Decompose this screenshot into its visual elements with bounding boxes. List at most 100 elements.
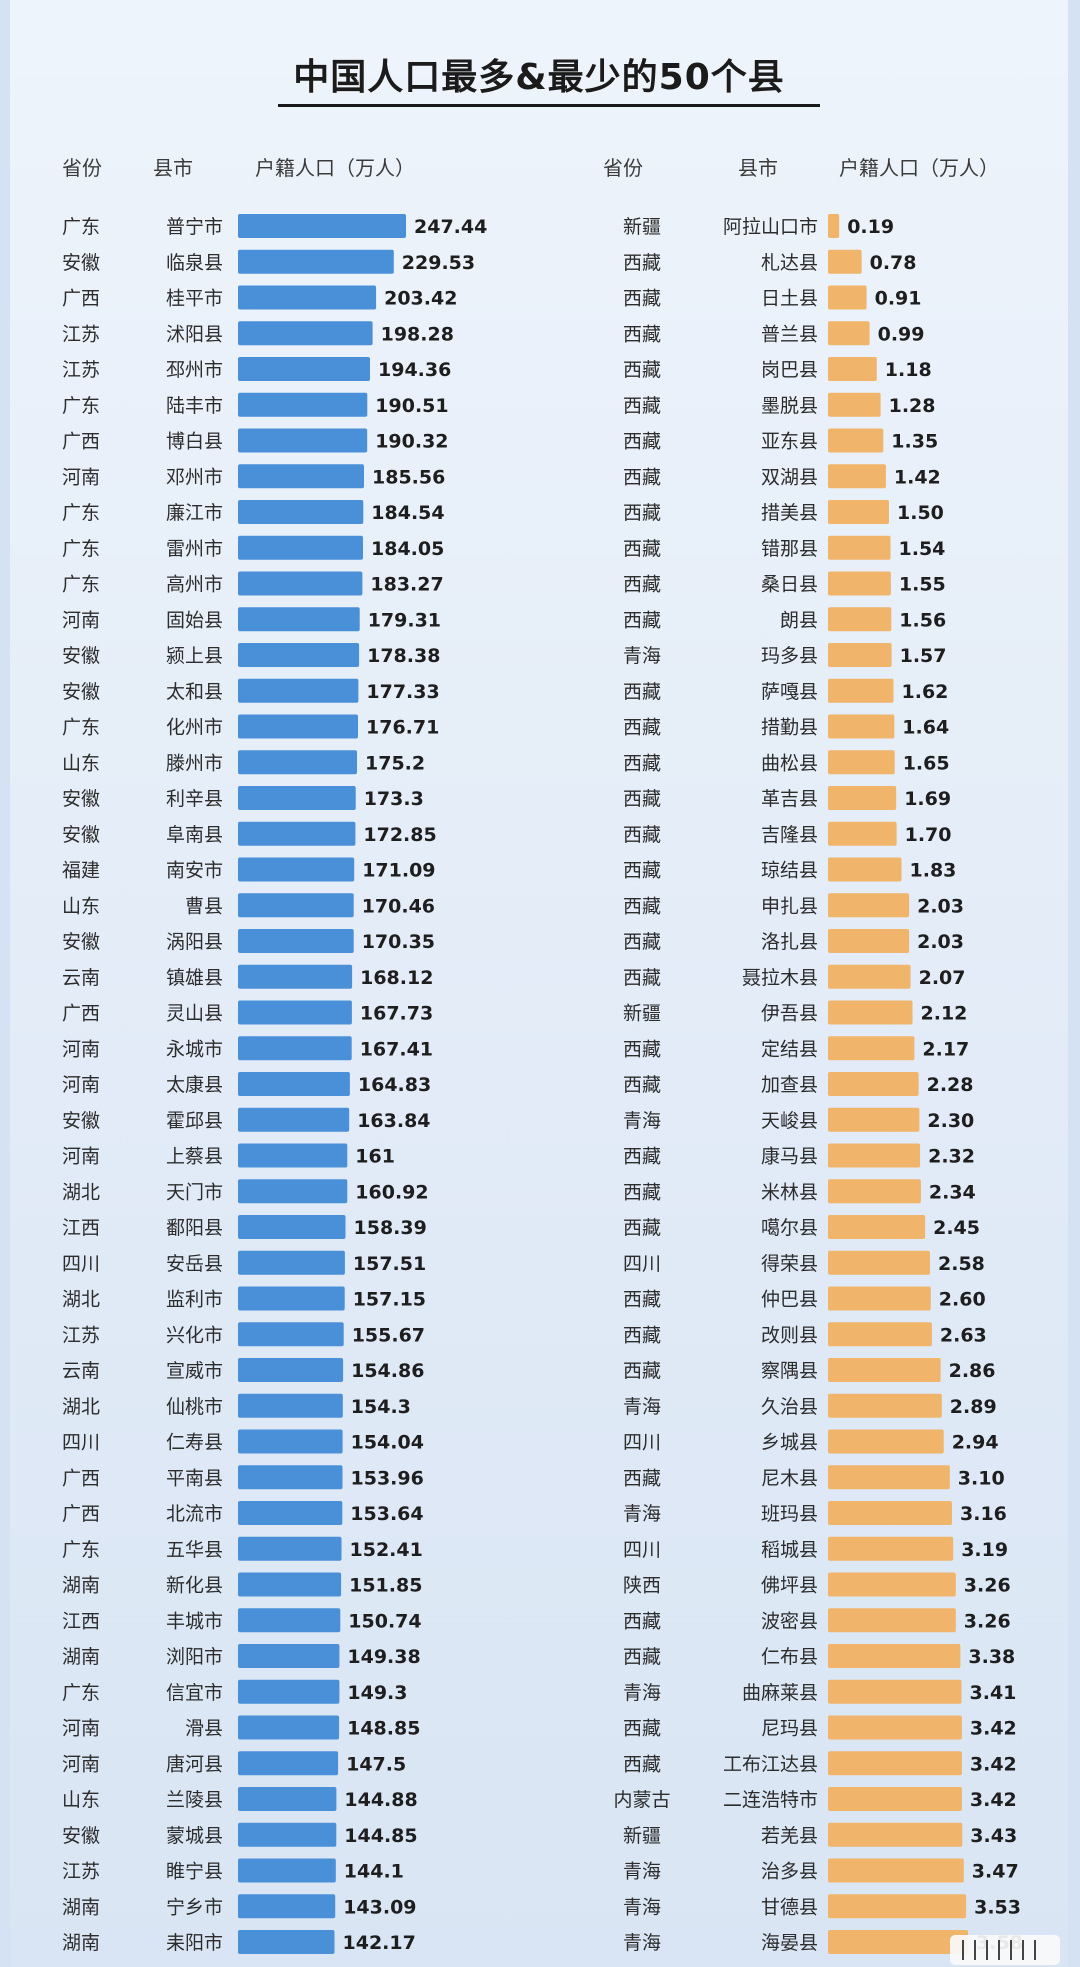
right_table-province-label: 西藏	[623, 323, 661, 345]
right_table-county-label: 得荣县	[761, 1253, 818, 1275]
right_table-county-label: 治多县	[761, 1861, 818, 1883]
left_table-province-label: 湖北	[62, 1289, 100, 1311]
right-header-province: 省份	[603, 156, 643, 180]
left_table-county-label: 普宁市	[166, 216, 223, 238]
left_table-value-label: 183.27	[370, 574, 443, 596]
right_table-province-label: 西藏	[623, 538, 661, 560]
left_table-county-label: 镇雄县	[166, 967, 223, 989]
right_table-province-label: 西藏	[623, 1753, 661, 1775]
right_table-county-label: 天峻县	[761, 1110, 818, 1132]
right_table-bar	[828, 1143, 921, 1168]
left_table-county-label: 永城市	[166, 1038, 223, 1060]
right_table-county-label: 日土县	[761, 288, 818, 310]
left_table-value-label: 153.64	[350, 1503, 423, 1525]
left_table-value-label: 229.53	[402, 252, 475, 274]
right_table-bar	[828, 1465, 950, 1490]
left_table-bar	[238, 464, 364, 489]
right_table-province-label: 西藏	[623, 1718, 661, 1740]
left_table-value-label: 150.74	[348, 1610, 421, 1632]
left_table-province-label: 广西	[62, 1503, 100, 1525]
right_table-value-label: 1.57	[900, 645, 947, 667]
right_table-value-label: 0.78	[870, 252, 917, 274]
left_table-county-label: 兰陵县	[166, 1789, 223, 1811]
right_table-province-label: 青海	[623, 1110, 661, 1132]
right_table-bar	[828, 249, 862, 274]
right_table-province-label: 青海	[623, 1503, 661, 1525]
left_table-value-label: 157.15	[353, 1289, 426, 1311]
right_table-province-label: 西藏	[623, 895, 661, 917]
right_table-county-label: 班玛县	[761, 1503, 818, 1525]
right_table-value-label: 0.99	[878, 323, 925, 345]
right_table-bar	[828, 1536, 954, 1561]
left_table-value-label: 167.41	[360, 1038, 433, 1060]
right_table-province-label: 西藏	[623, 824, 661, 846]
right_table-bar	[828, 857, 902, 882]
left_table-value-label: 161	[355, 1146, 395, 1168]
right_table-county-label: 二连浩特市	[723, 1789, 818, 1811]
right_table-county-label: 仁布县	[761, 1646, 818, 1668]
left_table-bar	[238, 1465, 343, 1490]
right_table-province-label: 青海	[623, 1896, 661, 1918]
left_table-bar	[238, 714, 358, 739]
left_table-value-label: 164.83	[358, 1074, 431, 1096]
left_table-county-label: 宁乡市	[166, 1896, 223, 1918]
right_table-value-label: 1.70	[905, 824, 952, 846]
right_table-province-label: 新疆	[623, 1825, 661, 1847]
left_table-province-label: 四川	[62, 1432, 100, 1454]
left_table-value-label: 147.5	[346, 1753, 406, 1775]
right_table-bar	[828, 1894, 967, 1919]
right_table-value-label: 1.55	[899, 574, 946, 596]
right_table-county-label: 阿拉山口市	[723, 216, 818, 238]
right_table-bar	[828, 1072, 919, 1096]
left_table-value-label: 185.56	[372, 466, 445, 488]
left_table-bar	[238, 1143, 348, 1168]
left_table-province-label: 湖南	[62, 1646, 100, 1668]
left_table-bar	[238, 1429, 343, 1454]
right_table-value-label: 0.91	[875, 288, 922, 310]
right_table-county-label: 佛坪县	[761, 1575, 818, 1597]
left_table-province-label: 广西	[62, 288, 100, 310]
left_table-province-label: 湖南	[62, 1932, 100, 1954]
left_table-county-label: 北流市	[166, 1503, 223, 1525]
left_table-bar	[238, 1858, 336, 1883]
right_table-province-label: 西藏	[623, 1360, 661, 1382]
left_table-bar	[238, 500, 364, 524]
right_table-bar	[828, 929, 910, 953]
left_table-value-label: 154.86	[351, 1360, 424, 1382]
right_table-value-label: 1.50	[897, 502, 944, 524]
right_table-value-label: 2.30	[927, 1110, 974, 1132]
left_table-county-label: 廉江市	[166, 502, 223, 524]
left_table-value-label: 151.85	[349, 1575, 422, 1597]
left_table-bar	[238, 1000, 352, 1025]
left_table-bar	[238, 607, 360, 632]
right_table-county-label: 久治县	[761, 1396, 818, 1418]
right_table-bar	[828, 500, 889, 524]
left_table-bar	[238, 1536, 342, 1561]
right_table-bar	[828, 321, 870, 346]
left_table-province-label: 安徽	[62, 1825, 100, 1847]
right_table-bar	[828, 1107, 920, 1132]
left_table-county-label: 丰城市	[166, 1610, 223, 1632]
right_table-bar	[828, 1358, 941, 1382]
left_table-value-label: 144.85	[344, 1825, 417, 1847]
right_table-value-label: 3.41	[970, 1682, 1017, 1704]
left_table-province-label: 广东	[62, 502, 100, 524]
left_table-province-label: 河南	[62, 1718, 100, 1740]
left_table-province-label: 安徽	[62, 788, 100, 810]
left_table-bar	[238, 1608, 341, 1633]
right_table-province-label: 西藏	[623, 574, 661, 596]
right_table-province-label: 西藏	[623, 1217, 661, 1239]
right_table-province-label: 青海	[623, 1682, 661, 1704]
left_table-value-label: 148.85	[347, 1718, 420, 1740]
left_table-value-label: 149.38	[347, 1646, 420, 1668]
left_table-value-label: 144.88	[344, 1789, 417, 1811]
right_table-county-label: 仲巴县	[761, 1289, 818, 1311]
left_table-province-label: 安徽	[62, 931, 100, 953]
left_table-county-label: 邳州市	[166, 359, 223, 381]
left_table-bar	[238, 750, 357, 775]
right_table-county-label: 工布江达县	[723, 1753, 818, 1775]
left_table-value-label: 179.31	[368, 609, 441, 631]
left_table-bar	[238, 1679, 340, 1704]
left_table-bar	[238, 821, 356, 846]
watermark-stamp	[950, 1935, 1060, 1965]
